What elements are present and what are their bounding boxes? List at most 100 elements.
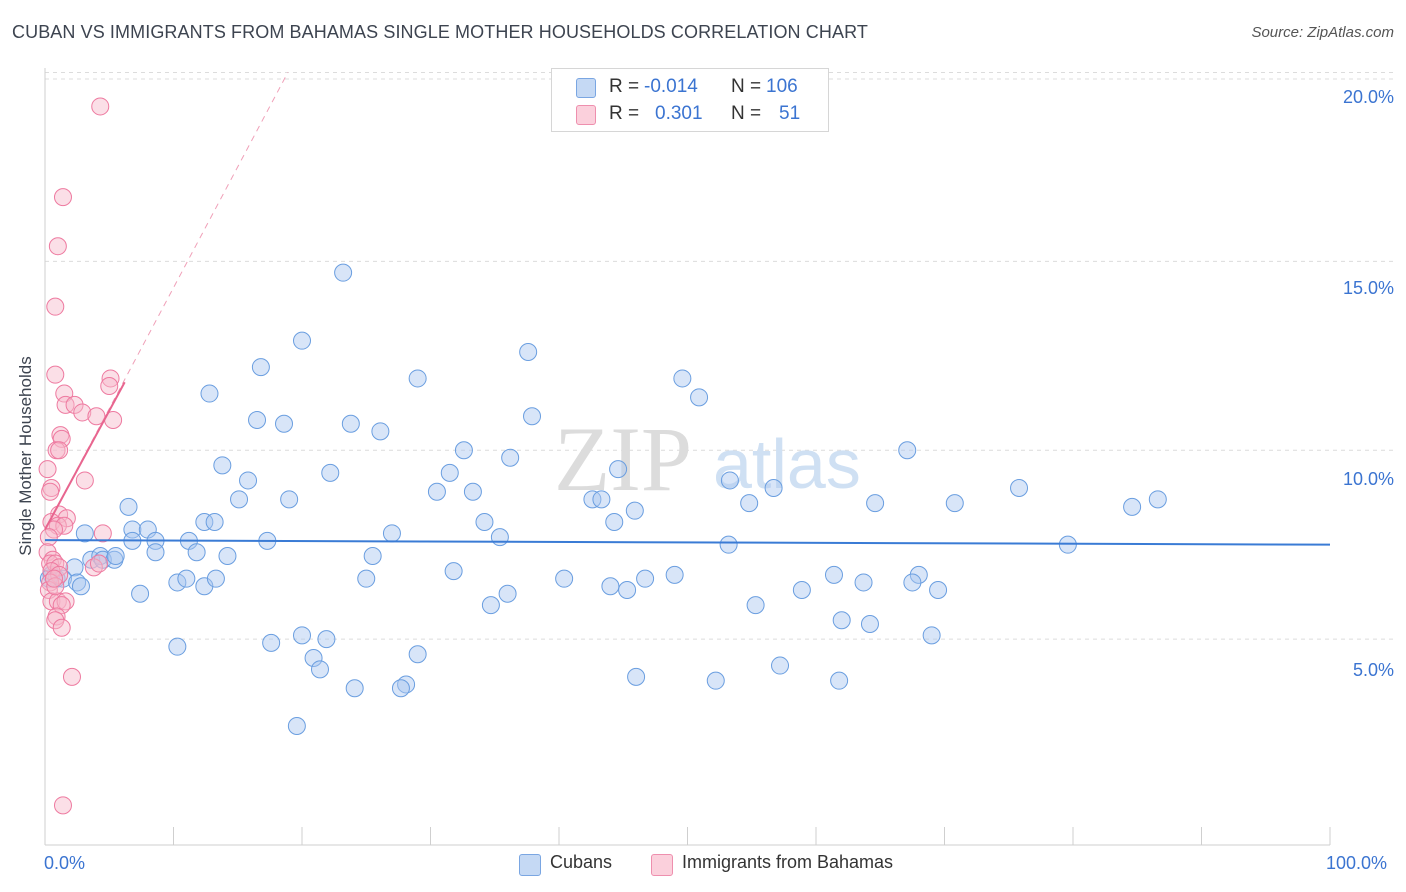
point-cubans (830, 671, 849, 690)
point-cubans (275, 414, 294, 433)
point-cubans (673, 369, 692, 388)
trend-line-bahamas (44, 381, 126, 531)
bottom-legend-label-bahamas: Immigrants from Bahamas (682, 852, 894, 872)
point-cubans (321, 463, 340, 482)
point-cubans (898, 441, 917, 460)
point-cubans (665, 565, 684, 584)
point-cubans (555, 569, 574, 588)
point-cubans (832, 611, 851, 630)
chart-title: CUBAN VS IMMIGRANTS FROM BAHAMAS SINGLE … (12, 22, 868, 42)
legend-n-value: 106 (766, 76, 798, 97)
point-cubans (625, 501, 644, 520)
point-cubans (909, 565, 928, 584)
legend-r-label: R = (609, 103, 640, 124)
point-bahamas (75, 471, 94, 490)
point-cubans (119, 497, 138, 516)
point-bahamas (46, 577, 65, 596)
point-cubans (740, 494, 759, 513)
point-cubans (239, 471, 258, 490)
point-cubans (168, 573, 187, 592)
grid-lines (45, 71, 1395, 640)
point-cubans (280, 490, 299, 509)
point-cubans (592, 490, 611, 509)
bottom-legend-swatch-cubans (519, 854, 541, 876)
point-bahamas (50, 441, 69, 460)
point-cubans (618, 581, 637, 599)
point-cubans (408, 369, 427, 388)
point-bahamas (52, 596, 71, 615)
legend-swatch-cubans (576, 78, 596, 98)
legend-r-value: 0.301 (655, 103, 703, 124)
point-bahamas (38, 460, 57, 479)
correlation-legend: R = -0.014 N = 106 R = 0.301 N = 51 (551, 68, 829, 132)
point-cubans (427, 482, 446, 501)
y-axis-label: Single Mother Households (16, 356, 35, 556)
point-bahamas (73, 403, 92, 422)
watermark-zip: ZIP (554, 408, 692, 510)
point-bahamas (65, 395, 84, 414)
point-cubans (248, 411, 267, 429)
point-bahamas (44, 569, 63, 588)
legend-swatch-bahamas (576, 105, 596, 125)
point-cubans (131, 584, 150, 603)
point-cubans (317, 630, 336, 649)
point-cubans (860, 615, 879, 633)
point-cubans (945, 494, 964, 513)
point-bahamas (52, 429, 71, 448)
point-cubans (357, 569, 376, 588)
point-cubans (929, 581, 948, 599)
y-tick-5: 5.0% (1352, 660, 1394, 680)
point-cubans (187, 543, 206, 562)
point-cubans (636, 569, 655, 588)
y-tick-20: 20.0% (1342, 87, 1394, 107)
point-cubans (345, 679, 364, 698)
point-cubans (475, 513, 494, 531)
point-cubans (65, 558, 84, 577)
point-bahamas (46, 365, 65, 384)
point-cubans (262, 633, 281, 652)
y-tick-15: 15.0% (1342, 278, 1394, 298)
point-cubans (146, 543, 165, 562)
legend-n-label: N = (731, 76, 762, 97)
point-cubans (200, 384, 219, 403)
point-cubans (71, 577, 90, 596)
point-cubans (824, 565, 843, 584)
point-cubans (287, 717, 306, 735)
point-bahamas (91, 97, 110, 116)
point-cubans (792, 581, 811, 599)
point-cubans (371, 422, 390, 441)
point-cubans (444, 562, 463, 581)
point-cubans (293, 331, 311, 350)
point-bahamas (46, 297, 65, 316)
source-credit: Source: ZipAtlas.com (1251, 24, 1394, 41)
point-bahamas (53, 188, 72, 207)
point-cubans (440, 463, 459, 482)
point-cubans (218, 547, 237, 565)
point-cubans (463, 482, 482, 501)
point-cubans (230, 490, 249, 509)
point-bahamas (48, 237, 67, 256)
trend-lines (44, 72, 1331, 546)
point-bahamas (100, 377, 119, 395)
point-cubans (334, 263, 353, 282)
trend-line-cubans (44, 539, 1331, 546)
point-cubans (605, 513, 624, 531)
point-cubans (523, 407, 542, 426)
point-cubans (293, 626, 311, 645)
point-bahamas (52, 618, 71, 637)
point-cubans (195, 513, 214, 531)
point-cubans (206, 569, 225, 588)
point-cubans (922, 626, 941, 645)
point-cubans (854, 573, 873, 592)
point-cubans (719, 535, 738, 554)
point-cubans (498, 584, 517, 603)
point-cubans (177, 569, 196, 588)
legend-r-label: R = (609, 76, 640, 97)
point-cubans (501, 448, 520, 467)
point-cubans (310, 660, 329, 679)
point-cubans (706, 671, 725, 690)
point-cubans (746, 596, 765, 615)
point-cubans (481, 596, 500, 615)
point-cubans (363, 547, 382, 565)
